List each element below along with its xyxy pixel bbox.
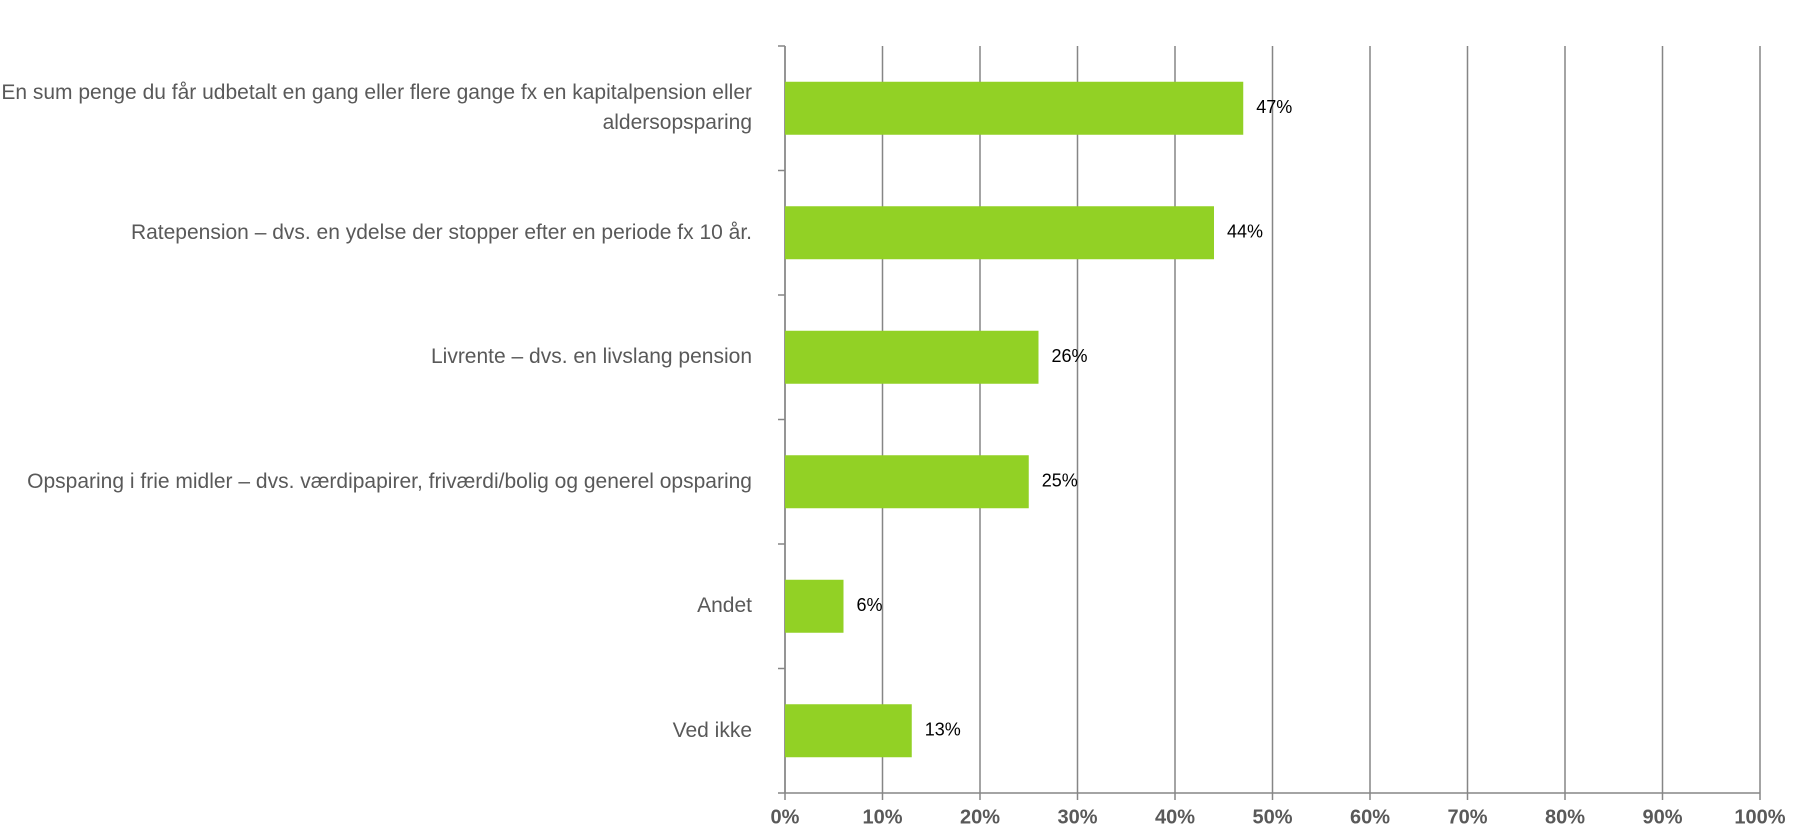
x-tick-label: 70% <box>1447 806 1487 828</box>
bar <box>785 704 912 758</box>
bar <box>785 206 1214 260</box>
data-label: 13% <box>925 720 961 740</box>
x-tick-label: 0% <box>771 806 800 828</box>
data-label: 44% <box>1227 222 1263 242</box>
category-label: Ratepension – dvs. en ydelse der stopper… <box>130 220 752 244</box>
bar <box>785 455 1029 509</box>
x-tick-label: 80% <box>1545 806 1585 828</box>
category-label: Ved ikke <box>672 718 752 742</box>
data-label: 47% <box>1256 97 1292 117</box>
data-label: 6% <box>857 595 883 615</box>
x-tick-label: 90% <box>1642 806 1682 828</box>
category-label: Opsparing i frie midler – dvs. værdipapi… <box>27 469 752 493</box>
category-label: Andet <box>697 594 752 618</box>
x-tick-label: 30% <box>1057 806 1097 828</box>
bar <box>785 579 844 633</box>
category-label: En sum penge du får udbetalt en gang ell… <box>1 81 752 135</box>
data-label: 25% <box>1042 471 1078 491</box>
x-tick-label: 100% <box>1734 806 1785 828</box>
x-tick-label: 60% <box>1350 806 1390 828</box>
category-label: Livrente – dvs. en livslang pension <box>430 345 752 369</box>
x-tick-label: 40% <box>1155 806 1195 828</box>
bar <box>785 81 1244 135</box>
x-tick-label: 50% <box>1252 806 1292 828</box>
x-tick-label: 20% <box>960 806 1000 828</box>
data-label: 26% <box>1052 346 1088 366</box>
x-tick-label: 10% <box>862 806 902 828</box>
bar <box>785 330 1039 384</box>
